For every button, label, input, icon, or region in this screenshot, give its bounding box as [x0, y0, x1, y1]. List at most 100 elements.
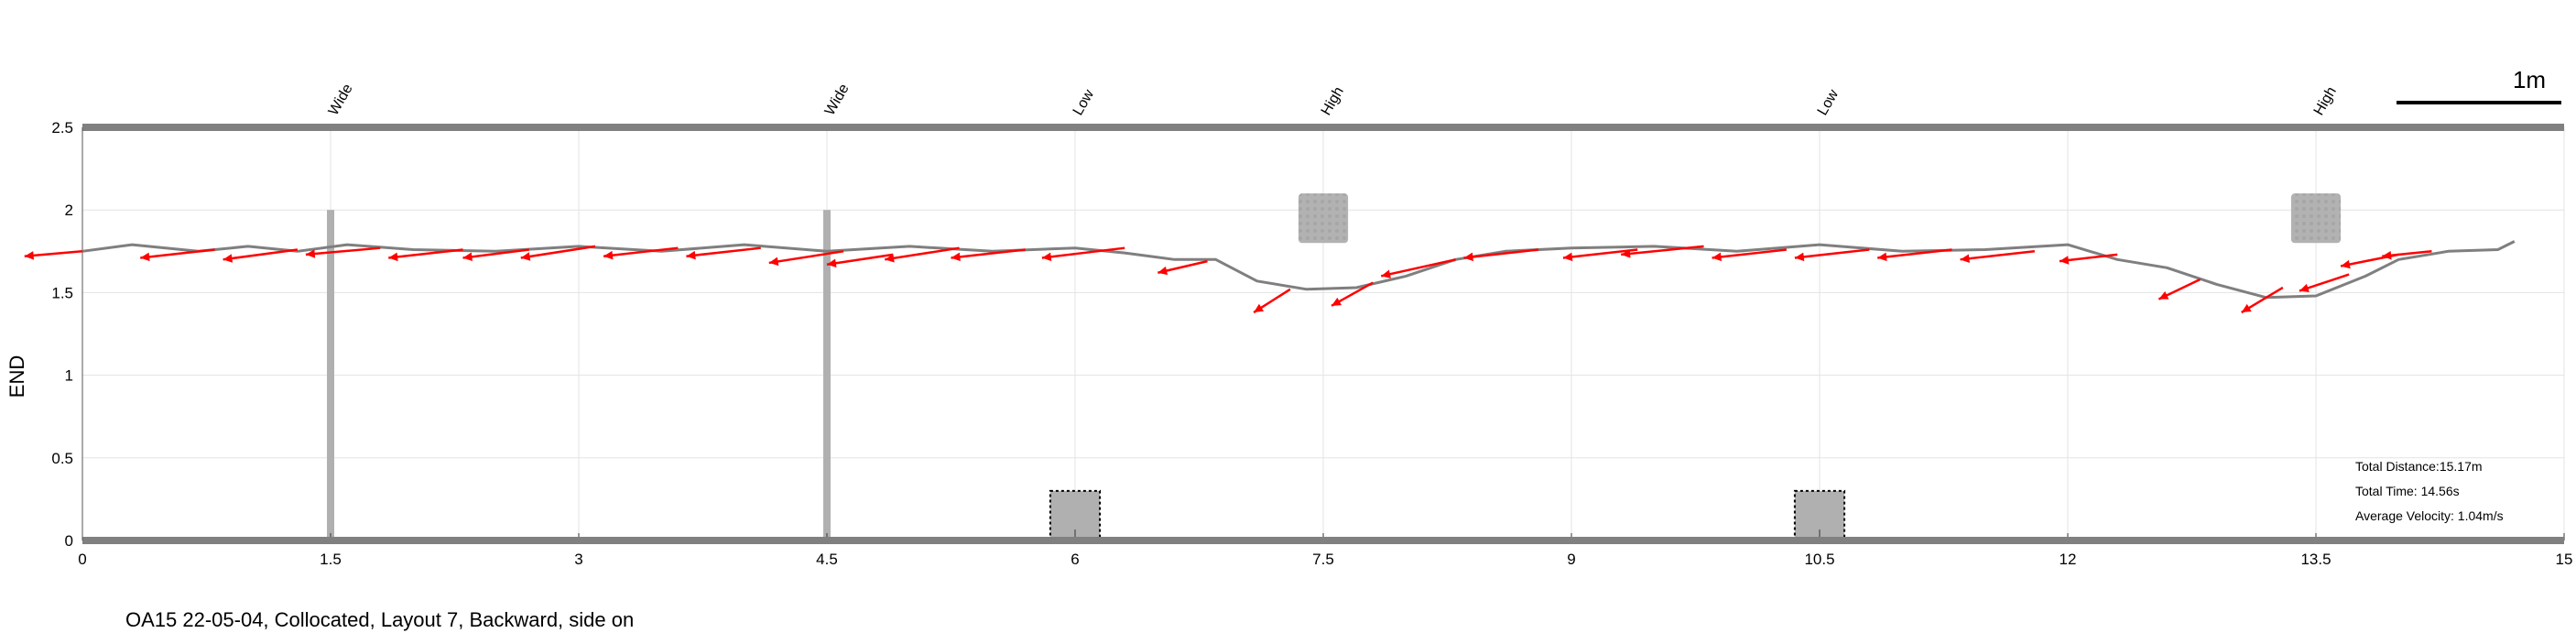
arrow-head [1794, 252, 1805, 262]
arrow-head [1041, 252, 1052, 262]
arrow-head [827, 258, 837, 267]
arrow-shaft [2059, 253, 2118, 263]
trajectory-series [82, 240, 2516, 300]
direction-arrow [2299, 273, 2350, 293]
arrow-head [1960, 254, 1970, 263]
arrow-head [885, 254, 895, 263]
obstacle-label: High [1319, 84, 1347, 118]
y-axis-label: END [5, 355, 28, 398]
arrow-shaft [388, 248, 463, 259]
arrow-shaft [520, 245, 596, 259]
arrow-shaft [768, 250, 844, 265]
trajectory-line [82, 240, 2516, 300]
obstacle-label: Wide [822, 82, 853, 118]
arrow-shaft [686, 246, 761, 257]
y-tick-label: 1 [65, 367, 73, 385]
direction-arrow [1712, 248, 1788, 262]
arrow-shaft [885, 246, 960, 261]
direction-arrow [2241, 286, 2284, 314]
x-tick-label: 7.5 [1312, 551, 1334, 568]
direction-arrow [1960, 250, 2036, 263]
x-tick-label: 12 [2060, 551, 2077, 568]
direction-arrow [1463, 248, 1539, 262]
total-time: Total Time: 14.56s [2355, 484, 2460, 498]
x-tick-label: 15 [2556, 551, 2573, 568]
direction-arrow [1877, 248, 1952, 262]
arrow-head [603, 250, 614, 260]
obstacle-label: Low [1071, 87, 1098, 118]
arrow-shaft [1621, 245, 1704, 257]
arrow-head [2299, 283, 2310, 293]
x-tick-label: 0 [78, 551, 86, 568]
arrow-shaft [1877, 248, 1952, 259]
direction-arrow [2158, 278, 2201, 300]
obstacle-label: Low [1815, 87, 1842, 118]
obstacles [327, 193, 2342, 542]
direction-arrow [1041, 246, 1125, 262]
x-tick-label: 13.5 [2300, 551, 2331, 568]
direction-arrow [768, 250, 844, 267]
arrow-shaft [951, 248, 1026, 259]
arrow-head [2241, 303, 2252, 313]
stats-box: Total Distance:15.17m Total Time: 14.56s… [2355, 459, 2504, 523]
arrow-head [24, 251, 35, 260]
direction-arrow [1794, 248, 1870, 262]
high-obstacle [2290, 193, 2342, 244]
arrow-head [951, 252, 961, 262]
direction-arrow [1158, 259, 1208, 276]
y-tick-label: 0.5 [51, 450, 73, 467]
direction-arrow [388, 248, 463, 262]
arrow-shaft [462, 248, 529, 259]
obstacle-label: Wide [326, 82, 356, 118]
x-tick-label: 4.5 [816, 551, 838, 568]
average-velocity: Average Velocity: 1.04m/s [2355, 508, 2504, 523]
scale-bar-label: 1m [2513, 66, 2546, 93]
direction-arrow [826, 253, 894, 267]
direction-arrow [1380, 258, 1456, 278]
direction-arrow [951, 248, 1026, 262]
x-tick-label: 9 [1567, 551, 1575, 568]
direction-arrow [885, 246, 960, 263]
arrow-head [1331, 297, 1342, 306]
direction-arrows [24, 245, 2432, 314]
direction-arrow [603, 246, 679, 260]
arrow-shaft [1380, 258, 1456, 278]
arrow-shaft [1794, 248, 1870, 259]
y-tick-label: 2.5 [51, 119, 73, 136]
direction-arrow [1621, 245, 1704, 258]
y-tick-label: 1.5 [51, 284, 73, 301]
arrow-head [305, 249, 316, 258]
wide-obstacle [823, 210, 831, 540]
direction-arrow [520, 245, 596, 261]
arrow-head [1381, 269, 1391, 278]
arrow-shaft [24, 250, 83, 257]
arrow-head [768, 257, 779, 267]
x-tick-label: 6 [1071, 551, 1079, 568]
obstacle-label: High [2311, 84, 2340, 118]
x-tick-label: 3 [574, 551, 582, 568]
grid [82, 126, 2565, 541]
arrow-head [388, 252, 398, 262]
direction-arrow [2059, 253, 2118, 265]
direction-arrow [140, 248, 215, 262]
arrow-shaft [826, 253, 894, 266]
bottom-axis-band [82, 537, 2564, 544]
top-axis-band [82, 124, 2564, 131]
arrow-head [2059, 256, 2070, 265]
direction-arrow [1562, 248, 1638, 262]
arrow-shaft [1463, 248, 1539, 259]
direction-arrow [686, 246, 761, 260]
x-tick-label: 10.5 [1804, 551, 1834, 568]
arrow-shaft [1960, 250, 2036, 261]
arrow-head [1877, 252, 1887, 262]
arrow-head [2158, 291, 2169, 300]
arrow-head [1562, 252, 1573, 262]
arrow-head [1621, 249, 1631, 258]
y-tick-label: 2 [65, 202, 73, 219]
arrow-head [1254, 303, 1265, 313]
arrow-head [2341, 259, 2351, 269]
direction-arrow [2382, 250, 2432, 260]
arrow-shaft [1712, 248, 1788, 259]
direction-arrow [24, 250, 83, 260]
